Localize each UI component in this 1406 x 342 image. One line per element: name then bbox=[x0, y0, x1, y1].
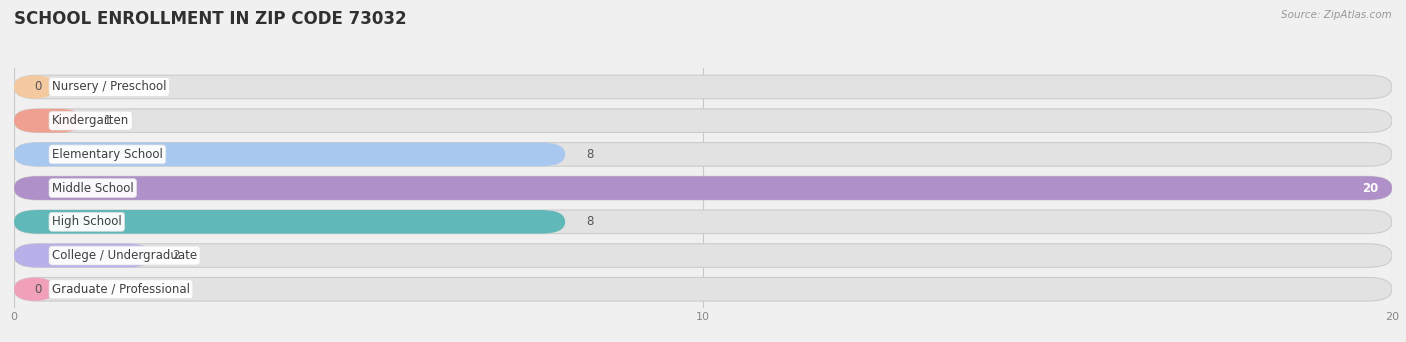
FancyBboxPatch shape bbox=[14, 244, 1392, 267]
Text: 8: 8 bbox=[586, 215, 593, 228]
FancyBboxPatch shape bbox=[14, 277, 1392, 301]
FancyBboxPatch shape bbox=[14, 109, 83, 132]
FancyBboxPatch shape bbox=[14, 210, 1392, 234]
FancyBboxPatch shape bbox=[14, 244, 152, 267]
FancyBboxPatch shape bbox=[14, 210, 565, 234]
Text: High School: High School bbox=[52, 215, 122, 228]
FancyBboxPatch shape bbox=[14, 143, 565, 166]
FancyBboxPatch shape bbox=[14, 176, 1392, 200]
Text: College / Undergraduate: College / Undergraduate bbox=[52, 249, 197, 262]
Text: 0: 0 bbox=[35, 80, 42, 93]
FancyBboxPatch shape bbox=[14, 75, 1392, 99]
Text: Middle School: Middle School bbox=[52, 182, 134, 195]
FancyBboxPatch shape bbox=[14, 75, 55, 99]
FancyBboxPatch shape bbox=[14, 109, 1392, 132]
Text: Kindergarten: Kindergarten bbox=[52, 114, 129, 127]
Text: 1: 1 bbox=[104, 114, 111, 127]
FancyBboxPatch shape bbox=[14, 143, 1392, 166]
Text: 8: 8 bbox=[586, 148, 593, 161]
Text: Nursery / Preschool: Nursery / Preschool bbox=[52, 80, 166, 93]
Text: 2: 2 bbox=[173, 249, 180, 262]
Text: Graduate / Professional: Graduate / Professional bbox=[52, 283, 190, 296]
Text: 20: 20 bbox=[1362, 182, 1378, 195]
FancyBboxPatch shape bbox=[14, 277, 55, 301]
Text: 0: 0 bbox=[35, 283, 42, 296]
FancyBboxPatch shape bbox=[14, 176, 1392, 200]
Text: SCHOOL ENROLLMENT IN ZIP CODE 73032: SCHOOL ENROLLMENT IN ZIP CODE 73032 bbox=[14, 10, 406, 28]
Text: Elementary School: Elementary School bbox=[52, 148, 163, 161]
Text: Source: ZipAtlas.com: Source: ZipAtlas.com bbox=[1281, 10, 1392, 20]
